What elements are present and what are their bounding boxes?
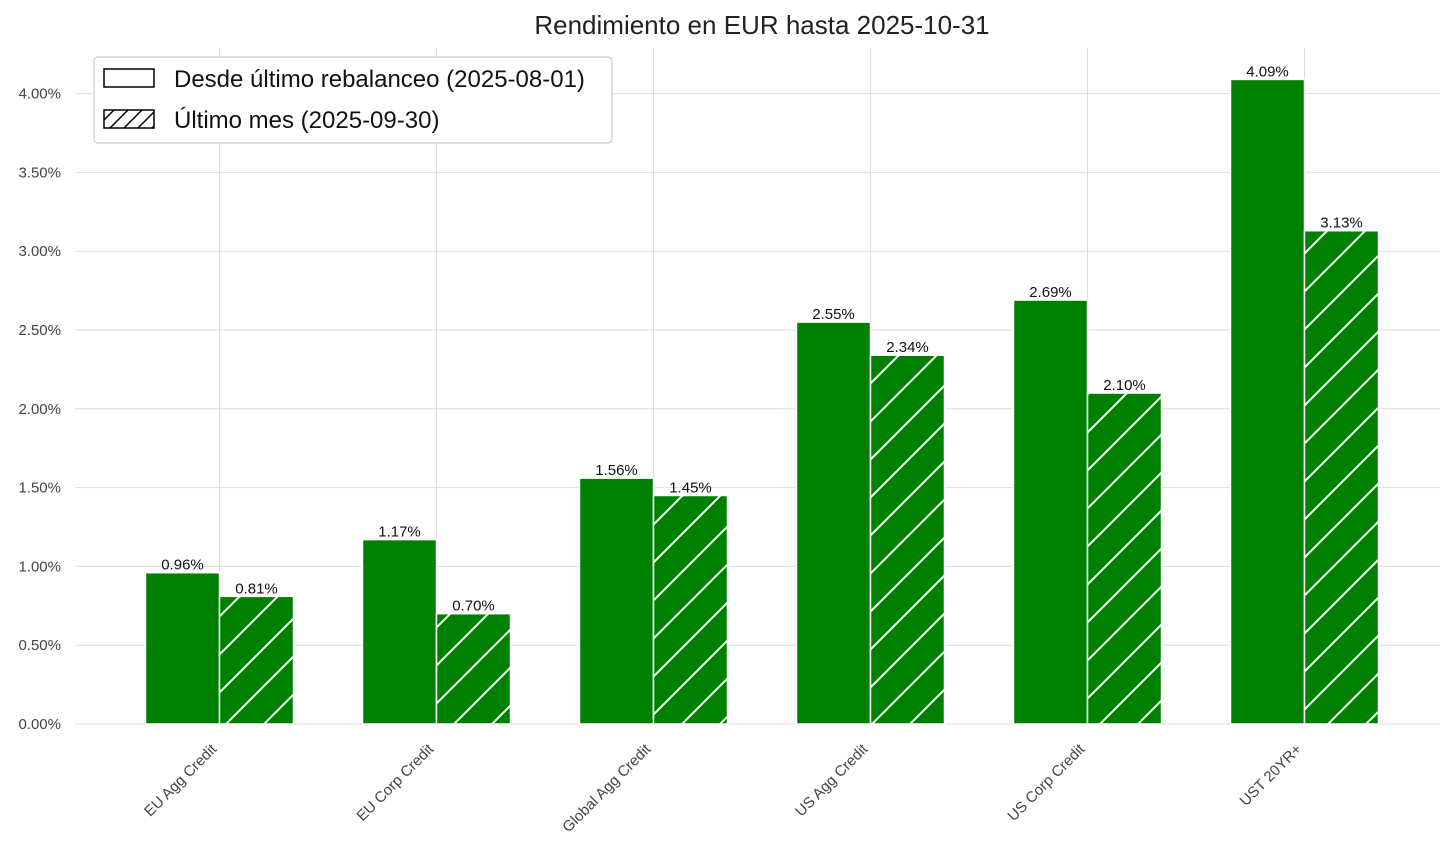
legend-label-last-month: Último mes (2025-09-30)	[174, 107, 439, 134]
y-tick-label: 3.00%	[18, 243, 61, 260]
legend: Desde último rebalanceo (2025-08-01) Últ…	[93, 56, 613, 144]
x-tick-label: UST 20YR+	[1237, 741, 1306, 810]
y-tick-label: 2.50%	[18, 322, 61, 339]
x-axis: EU Agg Credit EU Corp Credit Global Agg Cr…	[141, 740, 1305, 836]
y-tick-label: 0.50%	[18, 637, 61, 654]
bar	[145, 572, 220, 724]
x-tick-label: US Agg Credit	[792, 740, 872, 820]
y-tick-label: 3.50%	[18, 164, 61, 181]
bar-edge	[218, 595, 295, 725]
bar-hatch	[870, 355, 945, 724]
bar-edge	[869, 354, 946, 725]
bar-hatch	[1087, 393, 1162, 724]
y-tick-label: 0.00%	[18, 716, 61, 733]
data-label: 0.96%	[161, 557, 204, 574]
bar	[1230, 79, 1305, 724]
data-label: 0.81%	[235, 580, 278, 597]
y-tick-label: 4.00%	[18, 86, 61, 103]
y-tick-label: 2.00%	[18, 401, 61, 418]
x-tick-label: US Corp Credit	[1004, 740, 1089, 825]
bar-edge	[1086, 392, 1163, 725]
data-label: 1.17%	[378, 524, 421, 541]
x-tick-label: EU Agg Credit	[141, 740, 221, 820]
y-axis: 0.00% 0.50% 1.00% 1.50% 2.00% 2.50% 3.00% 3.50%…	[18, 86, 61, 733]
data-label: 2.55%	[812, 306, 855, 323]
bar	[579, 478, 654, 724]
data-labels: 0.96% 1.17% 1.56% 2.55% 2.69% 4.09% 0.81% 0.70%…	[161, 63, 1363, 614]
data-label: 0.70%	[452, 598, 495, 615]
data-label: 1.56%	[595, 462, 638, 479]
bar	[362, 539, 437, 724]
bar	[796, 322, 871, 724]
chart-title: Rendimiento en EUR hasta 2025-10-31	[534, 10, 989, 40]
legend-label-since-rebalance: Desde último rebalanceo (2025-08-01)	[174, 66, 585, 93]
data-label: 2.34%	[886, 339, 929, 356]
bar-hatch	[653, 495, 728, 724]
legend-swatch-solid	[103, 68, 155, 88]
data-label: 2.69%	[1029, 284, 1072, 301]
legend-box	[93, 56, 613, 144]
x-tick-label: EU Corp Credit	[353, 740, 438, 825]
bar-hatch	[219, 596, 294, 724]
y-tick-label: 1.00%	[18, 558, 61, 575]
data-label: 3.13%	[1320, 215, 1363, 232]
y-tick-label: 1.50%	[18, 480, 61, 497]
x-tick-label: Global Agg Credit	[559, 740, 655, 836]
legend-swatch-hatched	[103, 109, 155, 129]
bar-edge	[1303, 229, 1380, 725]
data-label: 2.10%	[1103, 377, 1146, 394]
bar	[1013, 300, 1088, 724]
bar-edge	[435, 612, 512, 725]
bars	[144, 78, 1380, 725]
bar-hatch	[436, 613, 511, 724]
data-label: 1.45%	[669, 479, 712, 496]
data-label: 4.09%	[1246, 63, 1289, 80]
bar-hatch	[1304, 230, 1379, 724]
bar-edge	[652, 494, 729, 725]
